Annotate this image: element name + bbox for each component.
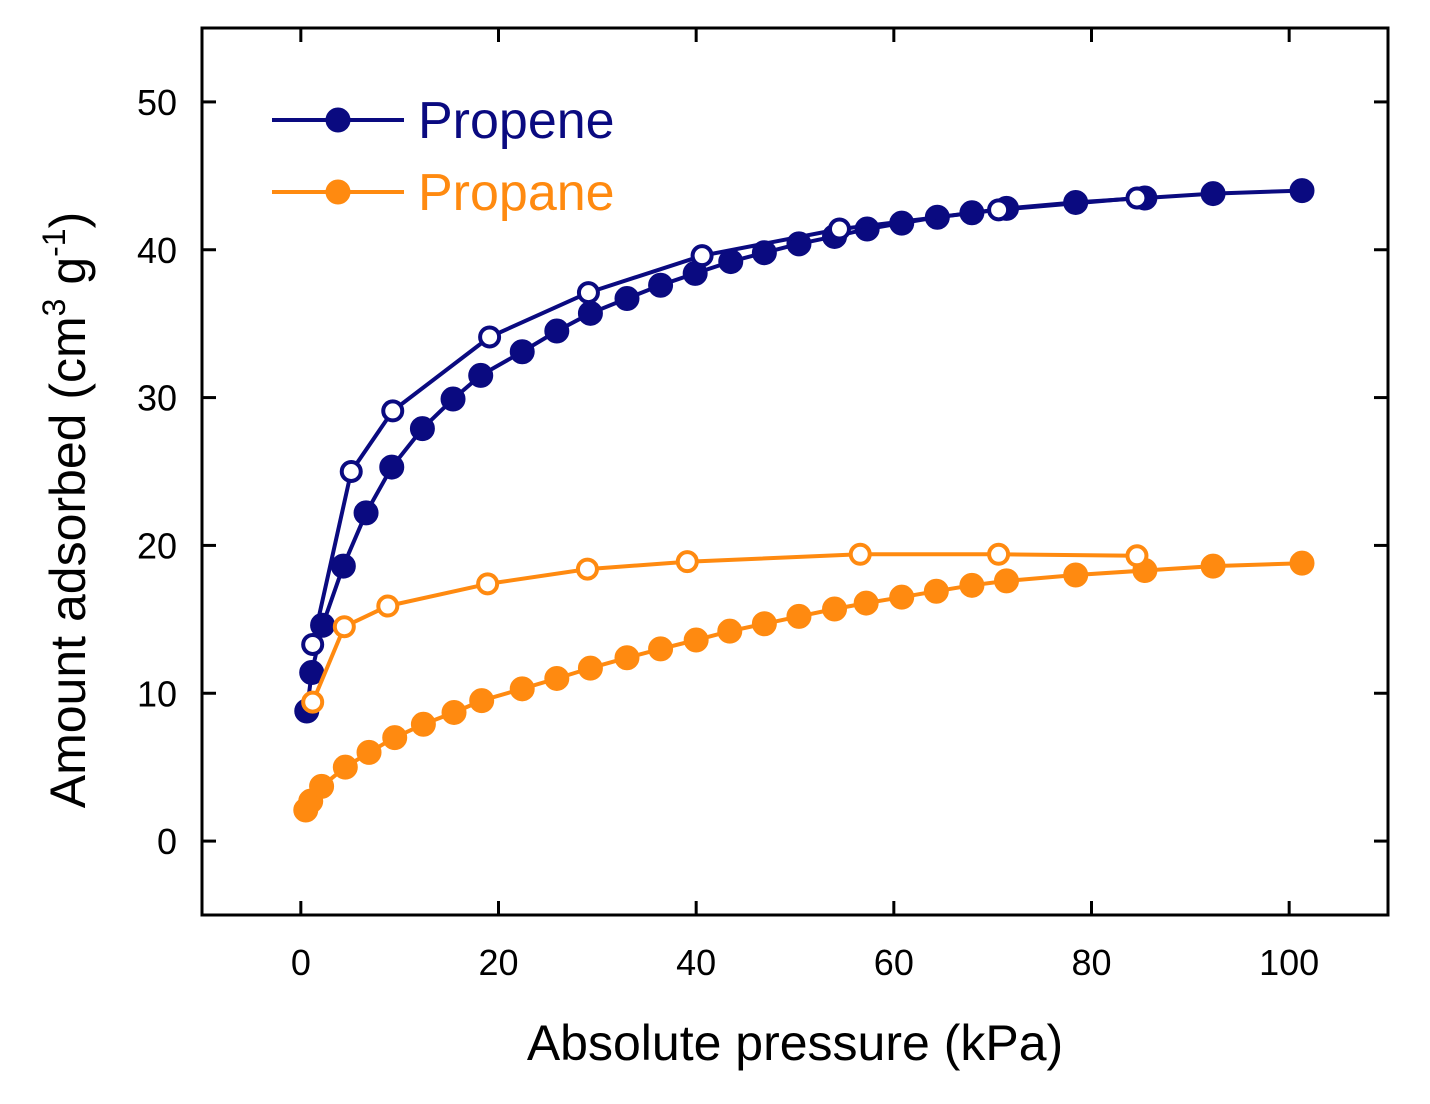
y-tick-label: 0 — [157, 821, 177, 862]
adsorption-point — [577, 300, 603, 326]
desorption-point — [376, 594, 400, 618]
desorption-point — [575, 557, 599, 581]
series-line — [304, 561, 1303, 811]
desorption-point — [476, 572, 500, 596]
adsorption-point — [751, 611, 777, 637]
desorption-point — [848, 542, 872, 566]
legend-marker — [325, 179, 351, 205]
adsorption-point — [468, 362, 494, 388]
adsorption-point — [440, 386, 466, 412]
desorption-point — [301, 690, 325, 714]
y-axis-title-sup1: 3 — [36, 299, 72, 317]
adsorption-point — [356, 739, 382, 765]
adsorption-point — [1289, 178, 1315, 204]
adsorption-point — [379, 454, 405, 480]
adsorption-point — [959, 572, 985, 598]
desorption-point — [381, 399, 405, 423]
desorption-point — [1125, 186, 1149, 210]
adsorption-point — [786, 603, 812, 629]
x-tick-label: 20 — [478, 942, 518, 983]
adsorption-point — [441, 699, 467, 725]
legend-entry-propane: Propane — [272, 164, 615, 222]
legend: Propene Propane — [272, 92, 615, 222]
x-axis-title: Absolute pressure (kPa) — [527, 1015, 1063, 1071]
data-series — [293, 178, 1315, 823]
adsorption-point — [648, 636, 674, 662]
adsorption-point — [309, 773, 335, 799]
axis-ticks: 0 20 40 60 80 100 0 10 20 30 40 50 — [137, 28, 1388, 983]
legend-entry-propene: Propene — [272, 92, 615, 150]
desorption-point — [1125, 544, 1149, 568]
desorption-point — [690, 244, 714, 268]
adsorption-point — [1200, 553, 1226, 579]
legend-marker — [325, 107, 351, 133]
adsorption-point — [1063, 562, 1089, 588]
adsorption-point — [330, 553, 356, 579]
series-propene — [294, 178, 1315, 724]
desorption-point — [301, 632, 325, 656]
x-tick-label: 40 — [676, 942, 716, 983]
adsorption-point — [382, 725, 408, 751]
x-tick-label: 80 — [1071, 942, 1111, 983]
adsorption-point — [509, 339, 535, 365]
adsorption-point — [410, 711, 436, 737]
adsorption-point — [544, 665, 570, 691]
desorption-point — [675, 550, 699, 574]
adsorption-point — [683, 627, 709, 653]
x-tick-label: 100 — [1259, 942, 1319, 983]
adsorption-point — [822, 596, 848, 622]
x-tick-label: 0 — [291, 942, 311, 983]
adsorption-point — [614, 286, 640, 312]
y-tick-label: 30 — [137, 378, 177, 419]
y-axis-title: Amount adsorbed (cm3 g-1) — [36, 212, 96, 809]
adsorption-point — [994, 568, 1020, 594]
plot-frame — [200, 26, 1390, 917]
adsorption-point — [1289, 550, 1315, 576]
y-axis-title-suffix: ) — [40, 212, 96, 229]
adsorption-point — [409, 416, 435, 442]
adsorption-point — [889, 584, 915, 610]
y-tick-label: 20 — [137, 525, 177, 566]
adsorption-point — [923, 578, 949, 604]
desorption-point — [827, 217, 851, 241]
y-tick-label: 50 — [137, 82, 177, 123]
y-axis-title-sup2: -1 — [36, 228, 72, 256]
y-tick-label: 40 — [137, 230, 177, 271]
y-axis-title-mid: g — [40, 257, 96, 299]
adsorption-point — [853, 590, 879, 616]
desorption-point — [339, 460, 363, 483]
series-propene-desorption — [301, 186, 1149, 656]
adsorption-point — [469, 688, 495, 714]
y-axis-title-prefix: Amount adsorbed (cm — [40, 316, 96, 808]
adsorption-point — [332, 754, 358, 780]
adsorption-point — [353, 500, 379, 526]
adsorption-point — [614, 645, 640, 671]
desorption-point — [478, 325, 502, 349]
x-tick-label: 60 — [874, 942, 914, 983]
desorption-point — [987, 542, 1011, 566]
adsorption-point — [854, 216, 880, 242]
adsorption-point — [1200, 181, 1226, 207]
adsorption-point — [577, 655, 603, 681]
adsorption-point — [648, 272, 674, 298]
adsorption-point — [544, 318, 570, 344]
desorption-point — [576, 281, 600, 305]
y-tick-label: 10 — [137, 673, 177, 714]
desorption-point — [332, 615, 356, 639]
series-line — [304, 188, 1303, 712]
adsorption-point — [509, 676, 535, 702]
desorption-point — [987, 198, 1011, 222]
legend-label: Propane — [418, 164, 615, 222]
adsorption-point — [717, 618, 743, 644]
series-propane — [293, 550, 1315, 823]
legend-label: Propene — [418, 92, 615, 150]
series-propane-desorption — [301, 542, 1149, 714]
